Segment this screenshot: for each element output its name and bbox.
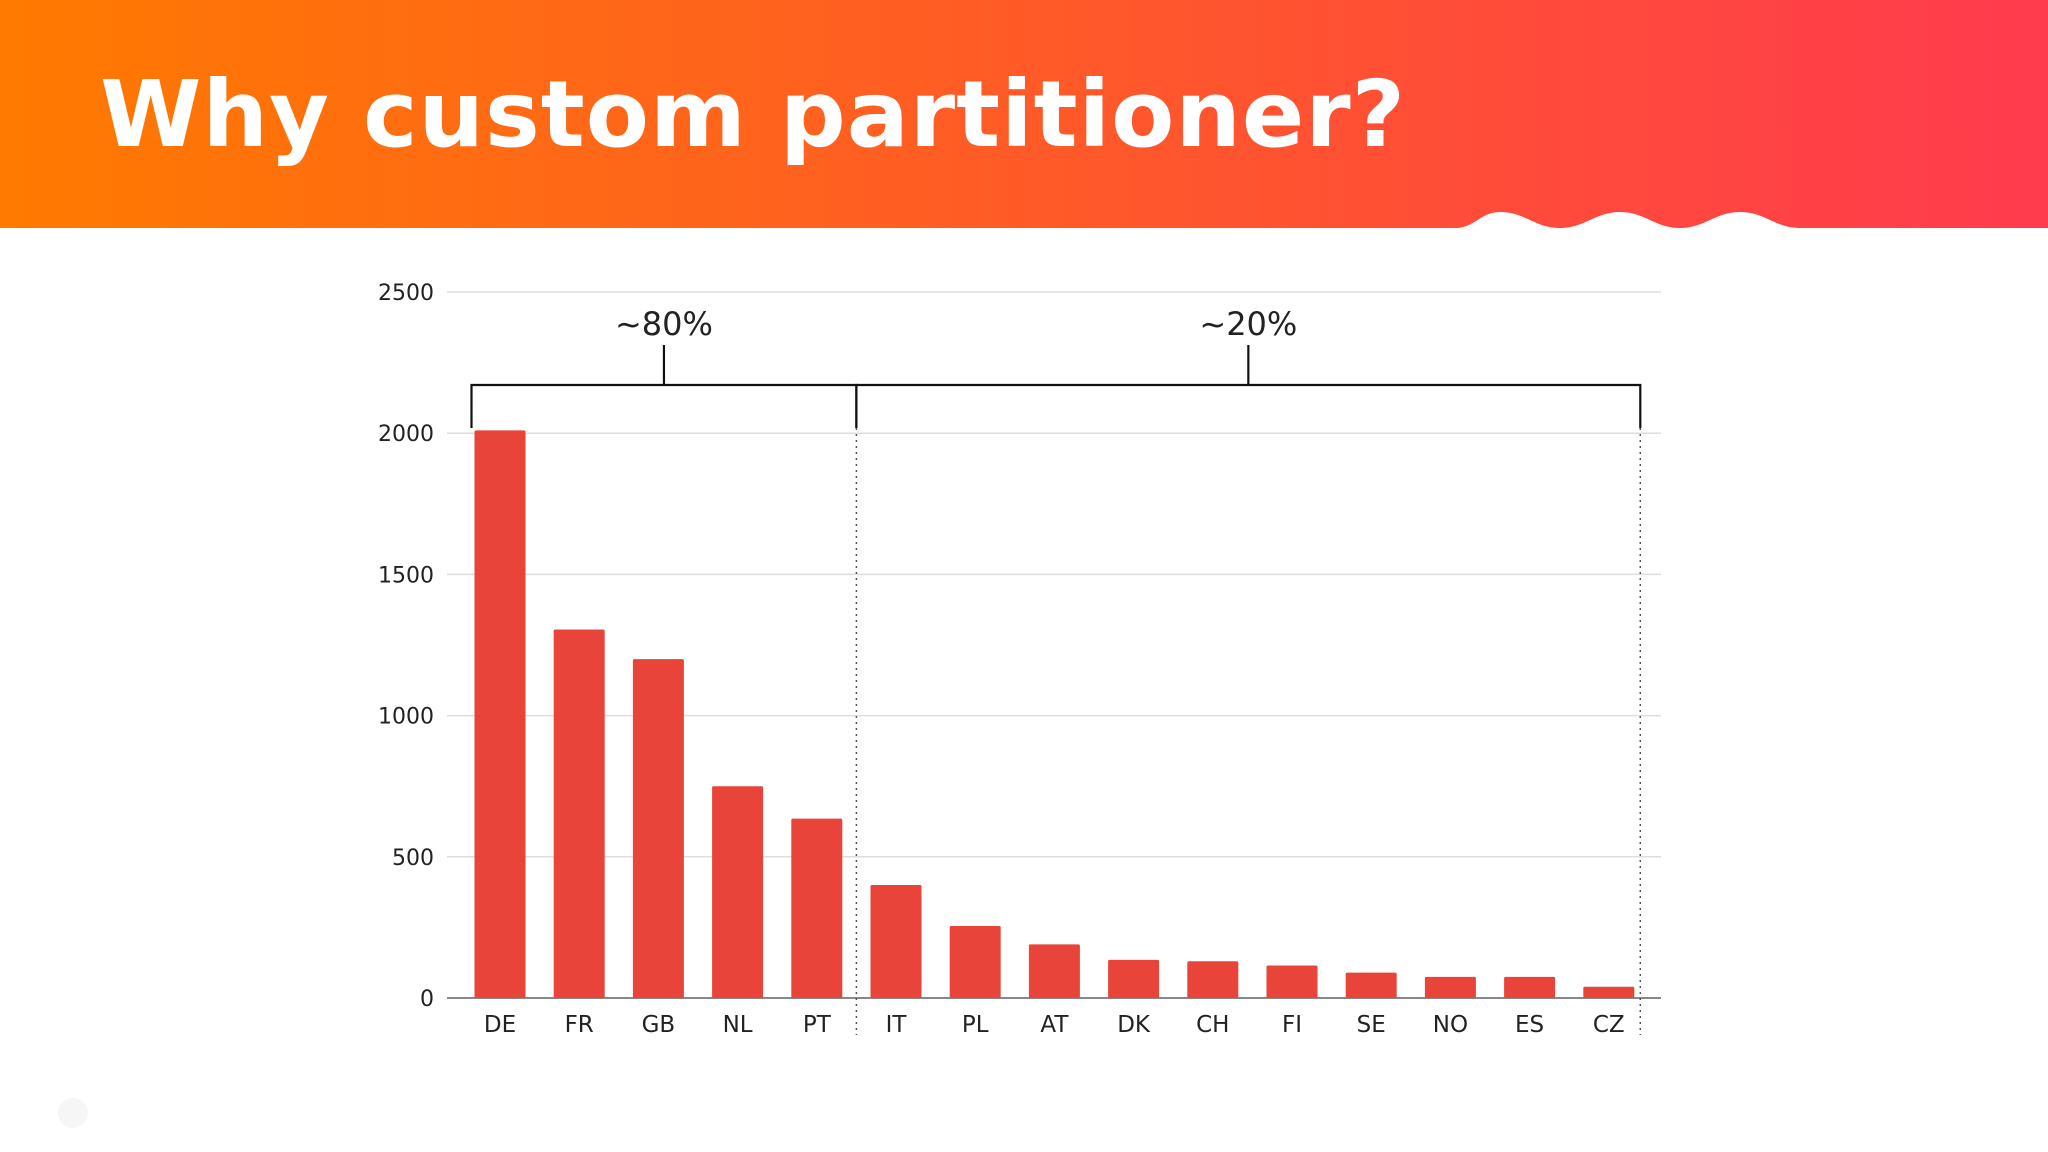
y-tick-label: 2000 — [378, 422, 434, 447]
group-label: ~20% — [1199, 305, 1297, 343]
bar-fi — [1266, 965, 1318, 998]
bar-dk — [1108, 959, 1160, 998]
group-brackets: ~80% ~20% — [470, 305, 1642, 1035]
header-banner: Why custom partitioner? — [0, 0, 2048, 230]
x-tick-label: PL — [962, 1012, 989, 1038]
x-tick-label: NL — [723, 1012, 753, 1038]
x-tick-label: FI — [1282, 1012, 1302, 1038]
slide-title: Why custom partitioner? — [100, 61, 1407, 168]
y-tick-label: 2500 — [378, 281, 434, 306]
bar-pl — [949, 925, 1001, 998]
y-tick-label: 500 — [392, 846, 434, 871]
bar-no — [1424, 976, 1476, 998]
bar-cz — [1583, 986, 1635, 998]
bar-ch — [1187, 961, 1239, 998]
grid-lines — [447, 291, 1661, 999]
x-tick-label: FR — [565, 1012, 594, 1038]
bracket-group-1: ~20% — [855, 305, 1642, 1035]
bracket-group-0: ~80% — [470, 305, 858, 1035]
bar-fr — [553, 629, 605, 998]
x-tick-label: CZ — [1593, 1012, 1625, 1038]
x-axis-category-labels: DE FR GB NL PT IT PL AT DK CH FI SE NO ES CZ — [484, 1012, 1625, 1038]
bar-at — [1028, 944, 1080, 998]
x-tick-label: PT — [803, 1012, 832, 1038]
x-tick-label: DK — [1117, 1012, 1151, 1038]
bar-gb — [632, 659, 684, 998]
y-tick-label: 1000 — [378, 705, 434, 730]
x-tick-label: DE — [484, 1012, 516, 1038]
y-tick-label: 1500 — [378, 563, 434, 588]
y-tick-label: 0 — [420, 987, 434, 1012]
bracket-line — [855, 383, 1642, 428]
x-tick-label: SE — [1357, 1012, 1386, 1038]
x-tick-label: AT — [1040, 1012, 1069, 1038]
bar-se — [1345, 972, 1397, 998]
x-tick-label: IT — [886, 1012, 908, 1038]
x-tick-label: CH — [1196, 1012, 1229, 1038]
x-tick-label: ES — [1515, 1012, 1544, 1038]
header-wave-shape — [0, 0, 2048, 228]
bar-it — [870, 885, 922, 998]
x-tick-label: GB — [642, 1012, 676, 1038]
bar-de — [474, 430, 526, 999]
bar-nl — [712, 786, 764, 998]
bracket-line — [470, 383, 858, 428]
y-axis-tick-labels: 0 500 1000 1500 2000 2500 — [378, 281, 434, 1012]
bar-pt — [791, 818, 843, 998]
bar-es — [1504, 976, 1556, 998]
header-background — [0, 0, 2048, 228]
bars — [474, 430, 1635, 999]
x-tick-label: NO — [1433, 1012, 1468, 1038]
page-indicator — [58, 1098, 88, 1128]
group-label: ~80% — [615, 305, 713, 343]
